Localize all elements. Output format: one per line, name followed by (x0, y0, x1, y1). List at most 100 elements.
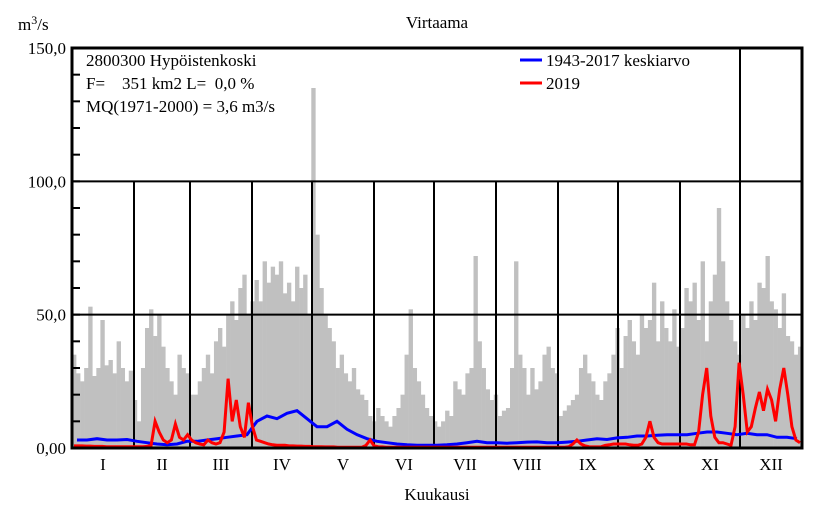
max-bar (449, 416, 454, 448)
max-bar (789, 341, 795, 448)
max-bar (501, 410, 507, 448)
max-bar (278, 261, 284, 448)
max-bar (424, 408, 430, 448)
max-bar (222, 346, 227, 448)
max-bar (100, 320, 105, 448)
legend: 1943-2017 keskiarvo 2019 (520, 51, 690, 93)
max-bar (716, 208, 722, 448)
max-bar (295, 266, 300, 448)
max-bar (315, 234, 320, 448)
max-bar (343, 373, 349, 448)
max-bar (660, 301, 665, 448)
max-bar (201, 368, 207, 448)
max-bar (92, 376, 97, 448)
month-label: XII (759, 455, 783, 474)
max-bar (526, 394, 531, 448)
max-bar (497, 416, 503, 448)
max-bar (84, 368, 89, 448)
max-bar (416, 381, 422, 448)
max-bar (696, 320, 701, 448)
max-bar (388, 426, 393, 448)
max-bar (396, 408, 401, 448)
grid (72, 48, 802, 448)
mean-line (77, 409, 798, 447)
max-bar (635, 354, 641, 448)
max-bar (676, 346, 681, 448)
max-bar (165, 368, 170, 448)
max-bar (619, 368, 624, 448)
max-bar (384, 421, 389, 448)
max-bar (262, 261, 267, 448)
max-bar (473, 256, 478, 448)
max-bar (477, 341, 482, 448)
max-bar (254, 280, 259, 448)
max-bar (274, 274, 280, 448)
max-bar (558, 416, 564, 448)
max-bar (189, 394, 194, 448)
max-bar (132, 400, 138, 448)
max-bar (603, 381, 608, 448)
max-bar (550, 368, 555, 448)
max-bar (157, 314, 162, 448)
month-label: II (156, 455, 168, 474)
max-bar (574, 394, 580, 448)
month-label: VI (395, 455, 413, 474)
max-bar (639, 314, 645, 448)
month-label: III (213, 455, 230, 474)
max-bar (331, 341, 336, 448)
max-bar (359, 394, 365, 448)
max-bar (720, 261, 726, 448)
max-bar (729, 320, 734, 448)
max-bar (518, 354, 523, 448)
max-bar (627, 320, 632, 448)
max-bar (145, 328, 150, 448)
max-bar (797, 346, 803, 448)
max-bar (680, 328, 685, 448)
max-bar (481, 368, 486, 448)
max-bar (128, 370, 134, 448)
max-bar (441, 421, 446, 448)
max-bar (530, 368, 535, 448)
max-bar (282, 293, 288, 448)
max-bar (112, 373, 117, 448)
max-bar (566, 405, 572, 448)
max-bar (704, 341, 710, 448)
max-bar (684, 288, 689, 448)
month-label: VII (453, 455, 477, 474)
y-tick-label: 0,00 (36, 439, 66, 458)
max-bar (733, 341, 738, 448)
max-bar (116, 341, 121, 448)
max-bar (213, 341, 219, 448)
month-label: XI (701, 455, 719, 474)
max-bar (745, 328, 750, 448)
max-bar (578, 368, 584, 448)
legend-label-2019: 2019 (546, 74, 580, 93)
max-bar (432, 421, 438, 448)
max-bar (197, 381, 203, 448)
plot-frame (70, 46, 804, 450)
max-bar (408, 309, 413, 448)
max-bar (773, 309, 778, 448)
max-bar (319, 288, 324, 448)
max-bar (404, 354, 409, 448)
max-bar (761, 288, 766, 448)
max-bar (469, 368, 474, 448)
max-bar (136, 421, 142, 448)
max-bar (591, 381, 596, 448)
max-bar (428, 416, 434, 448)
max-bar (96, 368, 101, 448)
month-label: VIII (512, 455, 542, 474)
area-info: F= 351 km2 L= 0,0 % (86, 74, 254, 93)
max-bar (749, 301, 754, 448)
max-bar (88, 306, 93, 448)
max-bar (445, 410, 450, 448)
max-bar (286, 282, 292, 448)
max-bar (380, 416, 385, 448)
max-bar (140, 368, 146, 448)
max-bar (769, 301, 774, 448)
max-bar (258, 301, 263, 448)
max-bar (599, 400, 604, 448)
max-bar (631, 341, 637, 448)
month-label: IV (273, 455, 292, 474)
max-bar (664, 328, 669, 448)
